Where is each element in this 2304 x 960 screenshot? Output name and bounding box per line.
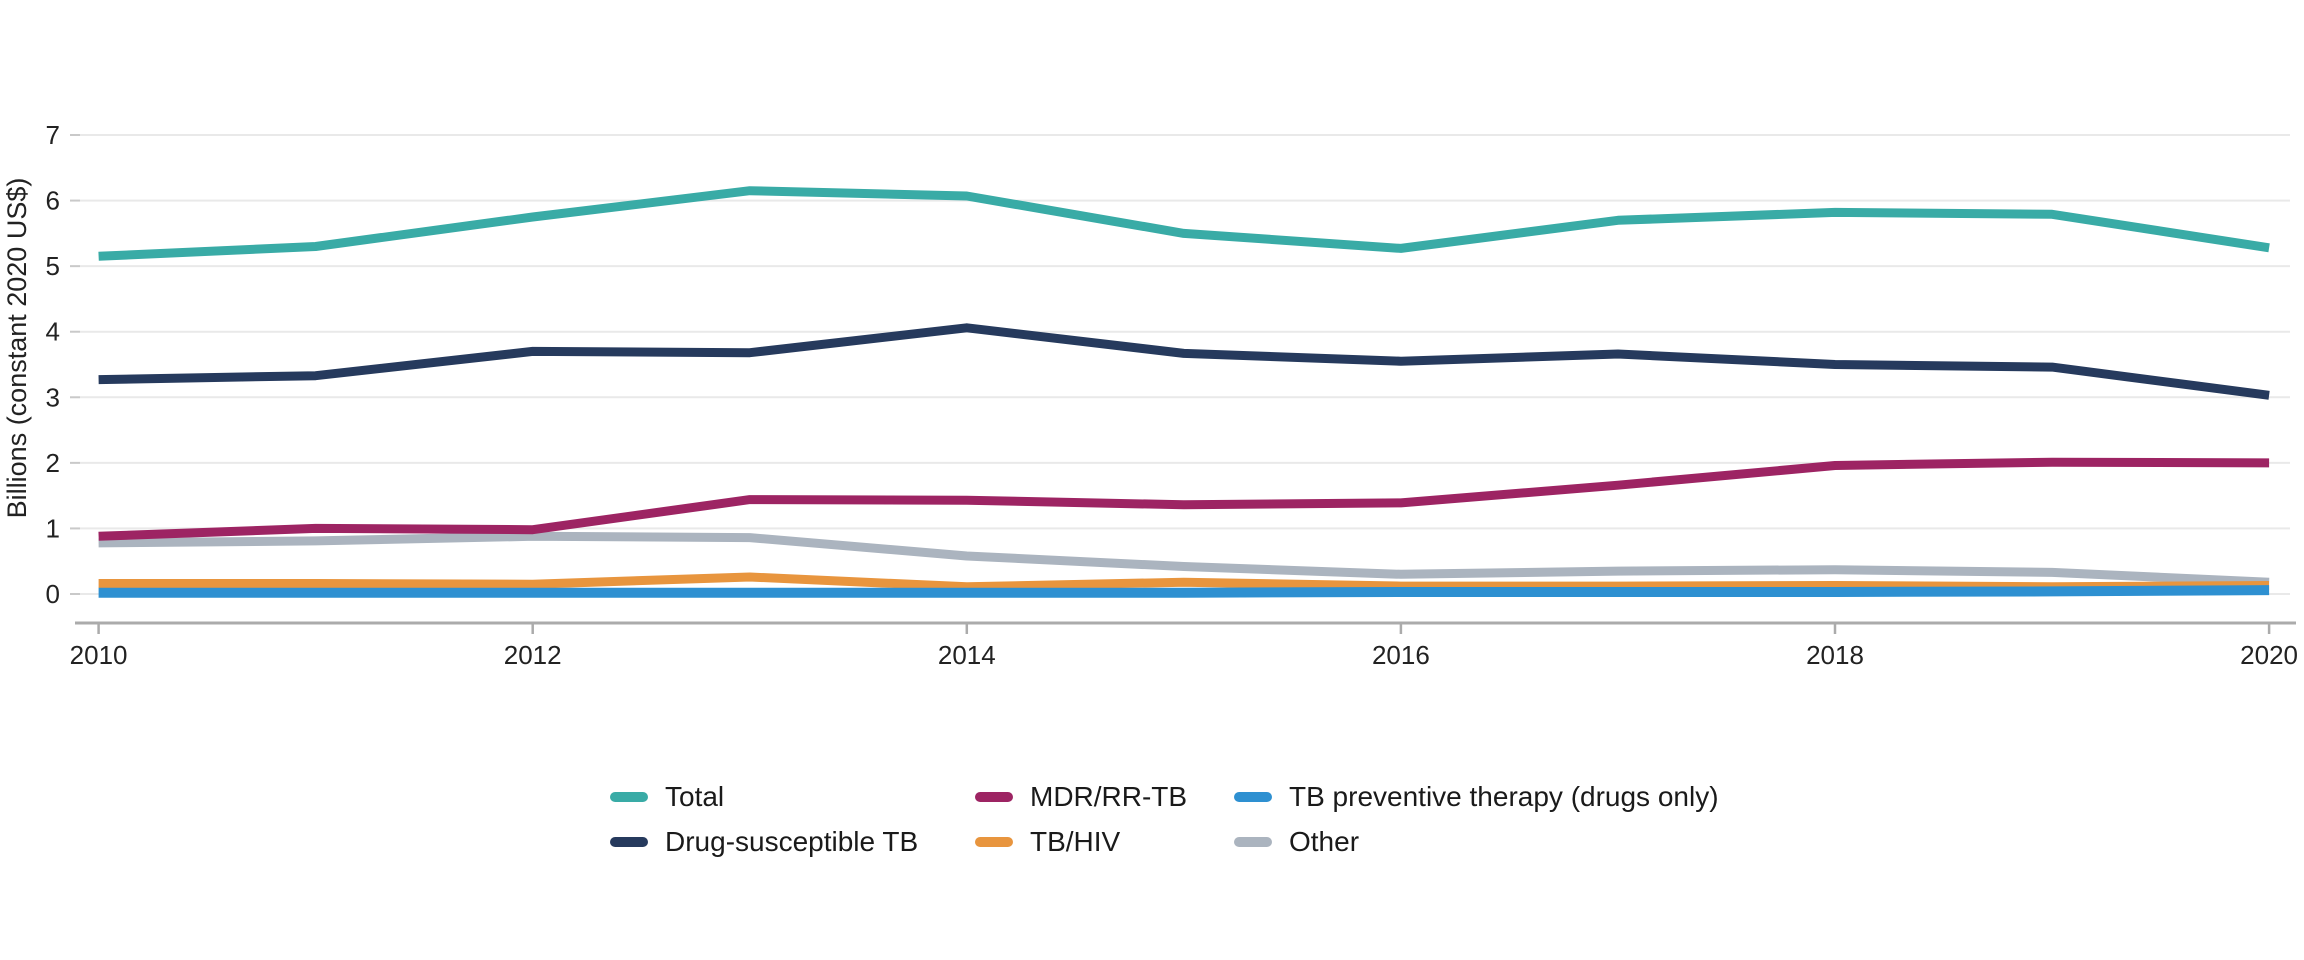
y-tick-label-7: 7 [46, 120, 60, 150]
series-line-drug-susceptible-tb [98, 323, 2270, 400]
x-axis-tick-labels: 2010 2012 2014 2016 2018 2020 [70, 640, 2298, 670]
y-axis-tick-labels: 0 1 2 3 4 5 6 7 [46, 120, 60, 609]
y-tick-label-6: 6 [46, 186, 60, 216]
x-tick-label-2012: 2012 [504, 640, 562, 670]
legend-swatch-tb-preventive-therapy [1234, 792, 1272, 802]
legend-swatch-tb-hiv [975, 837, 1013, 847]
x-tick-label-2010: 2010 [70, 640, 128, 670]
y-axis-title: Billions (constant 2020 US$) [2, 178, 32, 519]
y-tick-label-0: 0 [46, 579, 60, 609]
legend-swatch-other [1234, 837, 1272, 847]
legend-label-mdr-rr-tb: MDR/RR-TB [1030, 781, 1188, 812]
legend-item-other: Other [1234, 828, 1719, 856]
y-axis-ticks [70, 134, 80, 595]
legend-item-tb-hiv: TB/HIV [975, 828, 1234, 856]
legend-label-tb-hiv: TB/HIV [1030, 826, 1121, 857]
y-tick-label-1: 1 [46, 513, 60, 543]
legend-label-drug-susceptible-tb: Drug-susceptible TB [665, 826, 919, 857]
legend-label-total: Total [665, 781, 725, 812]
series-line-tb-preventive-therapy-drugs-only [98, 585, 2270, 598]
x-tick-label-2016: 2016 [1372, 640, 1430, 670]
y-tick-label-2: 2 [46, 448, 60, 478]
y-tick-label-3: 3 [46, 382, 60, 412]
legend-item-drug-susceptible-tb: Drug-susceptible TB [610, 828, 975, 856]
x-tick-label-2014: 2014 [938, 640, 996, 670]
series-line-tb-hiv [98, 572, 2270, 592]
y-tick-label-4: 4 [46, 317, 60, 347]
legend-item-total: Total [610, 783, 975, 811]
series-line-other [98, 531, 2270, 587]
legend-item-tb-preventive-therapy: TB preventive therapy (drugs only) [1234, 783, 1719, 811]
y-tick-label-5: 5 [46, 251, 60, 281]
legend-swatch-drug-susceptible-tb [610, 837, 648, 847]
legend-label-tb-preventive-therapy: TB preventive therapy (drugs only) [1289, 781, 1719, 812]
x-axis [75, 621, 2296, 634]
legend-label-other: Other [1289, 826, 1360, 857]
x-tick-label-2018: 2018 [1806, 640, 1864, 670]
legend: Total MDR/RR-TB TB preventive therapy (d… [610, 783, 1719, 856]
legend-item-mdr-rr-tb: MDR/RR-TB [975, 783, 1234, 811]
x-tick-label-2020: 2020 [2240, 640, 2298, 670]
legend-swatch-total [610, 792, 648, 802]
series-line-mdr-rr-tb [98, 457, 2270, 541]
series-line-total [98, 186, 2270, 261]
series-lines [98, 186, 2270, 598]
legend-swatch-mdr-rr-tb [975, 792, 1013, 802]
